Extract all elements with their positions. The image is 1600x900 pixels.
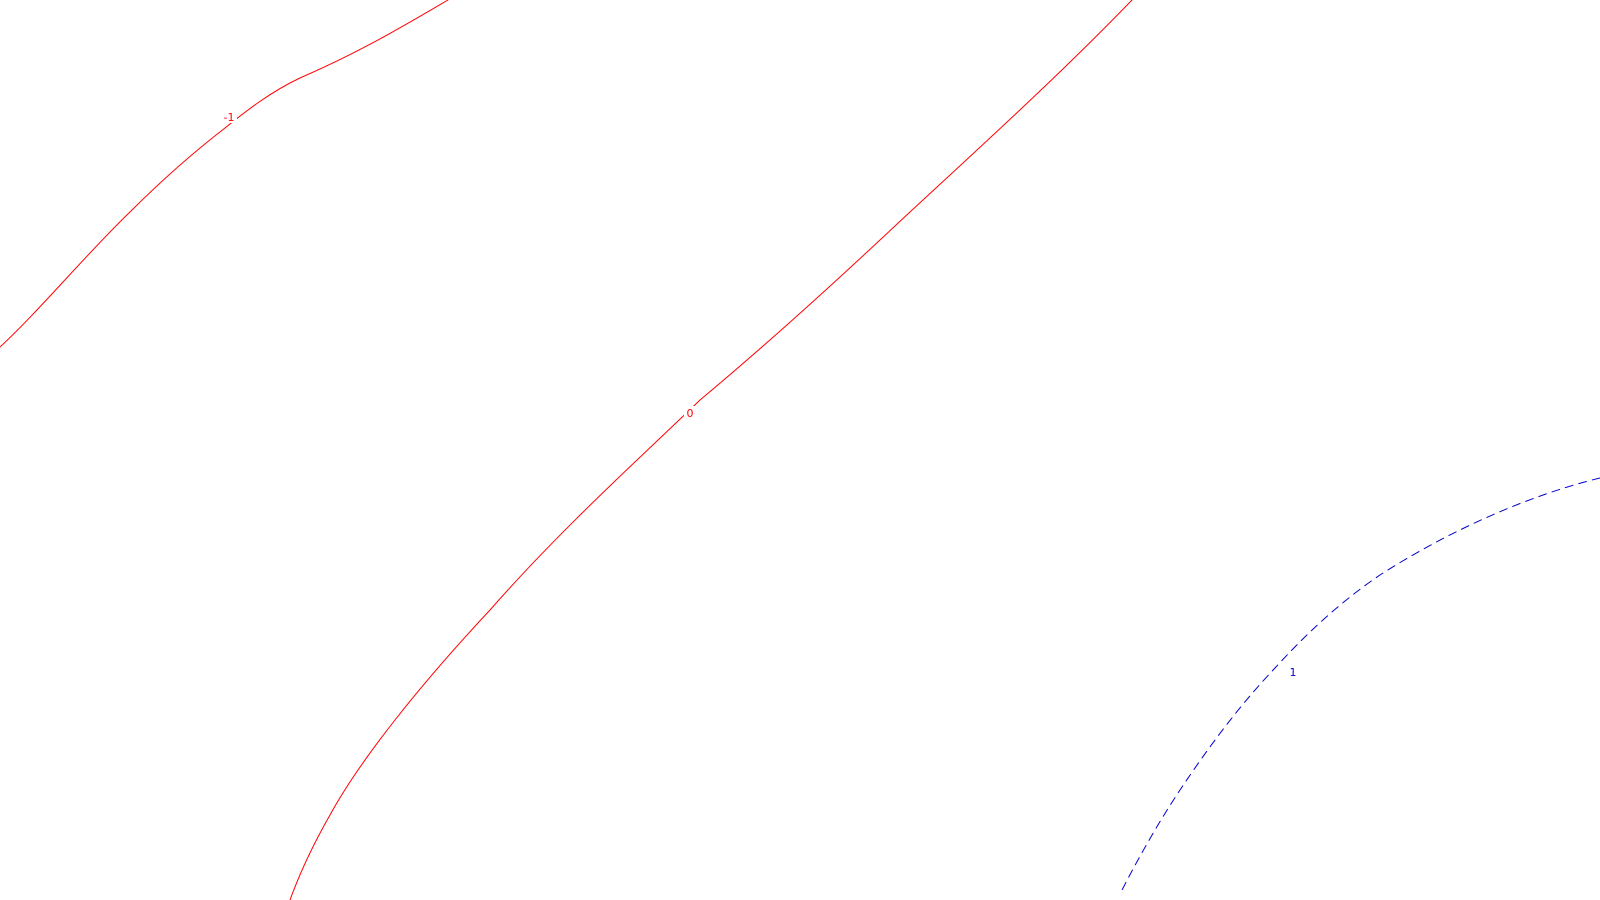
- label-bg-0: [684, 406, 696, 419]
- label-bg-1: [1287, 665, 1299, 678]
- contour-label-minus-1: -1: [224, 111, 235, 124]
- contour-line-1: [1121, 477, 1600, 891]
- contour-group-0: 0: [289, 0, 1133, 900]
- contour-line-minus-1: [0, 0, 449, 348]
- contour-group-1: 1: [1121, 477, 1600, 891]
- label-bg-minus-1: [221, 111, 237, 123]
- contour-group-minus-1: -1: [0, 0, 449, 348]
- contour-label-1: 1: [1290, 666, 1297, 679]
- contour-label-0: 0: [687, 407, 694, 420]
- contour-line-0: [289, 0, 1133, 900]
